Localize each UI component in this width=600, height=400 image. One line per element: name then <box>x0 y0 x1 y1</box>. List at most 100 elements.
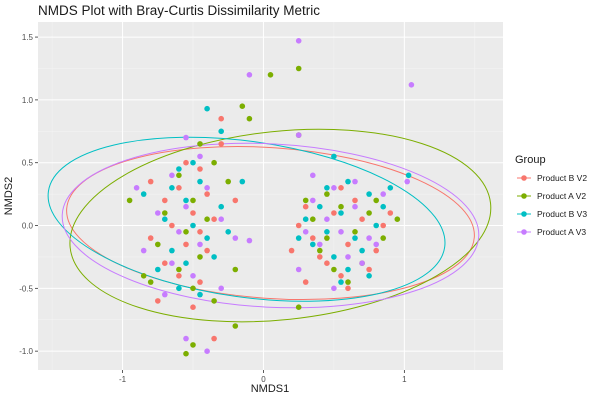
data-point <box>183 203 189 210</box>
data-point <box>176 166 182 172</box>
data-point <box>295 65 302 72</box>
confidence-ellipse <box>69 128 492 323</box>
data-point <box>176 266 182 273</box>
y-axis-ticks: -1.0 -0.5 0.0 0.5 1.0 1.5 <box>19 33 38 356</box>
data-point <box>302 229 309 235</box>
data-point <box>190 273 196 279</box>
data-point <box>324 191 330 197</box>
data-point <box>155 210 161 216</box>
data-point <box>183 229 189 235</box>
data-point <box>366 210 372 216</box>
data-point <box>324 185 330 191</box>
data-point <box>408 82 415 88</box>
data-point <box>352 235 358 241</box>
data-point <box>176 229 182 235</box>
data-point <box>218 285 224 292</box>
data-point <box>338 273 344 279</box>
data-point <box>373 241 380 248</box>
y-axis-title: NMDS2 <box>3 177 15 216</box>
data-point <box>147 178 154 185</box>
data-point <box>211 298 217 304</box>
data-point <box>331 185 337 191</box>
data-point <box>211 216 217 222</box>
data-point <box>232 266 239 273</box>
legend-label: Product A V2 <box>537 191 586 201</box>
data-point <box>204 247 210 254</box>
data-point <box>190 222 196 229</box>
data-point <box>190 210 196 216</box>
y-tick-label: 1.0 <box>22 96 34 105</box>
x-axis-ticks: -1 0 1 <box>119 370 407 384</box>
data-point <box>190 304 196 311</box>
data-point <box>267 72 274 78</box>
grid-minor <box>38 22 503 370</box>
data-point <box>310 241 316 248</box>
data-point <box>302 197 309 204</box>
ellipses <box>47 128 492 323</box>
data-point <box>302 216 309 222</box>
data-point <box>246 237 253 244</box>
data-point <box>169 185 175 191</box>
data-point <box>404 178 411 185</box>
data-point <box>232 197 239 204</box>
data-point <box>197 141 203 147</box>
data-point <box>225 178 231 185</box>
data-point <box>317 254 323 260</box>
data-point <box>338 185 344 191</box>
legend-title: Group <box>515 154 546 166</box>
data-point <box>140 273 147 279</box>
data-point <box>373 197 380 204</box>
data-point <box>225 229 231 235</box>
data-point <box>140 247 147 254</box>
data-point <box>197 291 203 298</box>
data-point <box>352 197 358 204</box>
data-point <box>338 203 344 210</box>
data-point <box>288 247 295 254</box>
data-point <box>331 210 337 216</box>
data-point <box>155 298 161 304</box>
legend-key-point <box>521 193 527 199</box>
data-point <box>373 247 380 254</box>
data-point <box>331 285 337 292</box>
data-point <box>232 235 239 241</box>
data-point <box>183 241 189 248</box>
data-point <box>331 153 337 160</box>
data-point <box>359 247 365 254</box>
data-point <box>155 241 161 248</box>
data-point <box>394 216 401 222</box>
y-tick-label: -0.5 <box>19 284 33 293</box>
data-point <box>310 235 316 241</box>
data-point <box>373 222 380 229</box>
data-point <box>197 241 203 248</box>
data-point <box>204 348 210 355</box>
y-tick-label: 0.0 <box>22 222 34 231</box>
data-point <box>176 172 182 179</box>
data-point <box>162 210 168 216</box>
data-point <box>197 229 203 235</box>
data-point <box>405 172 412 179</box>
data-point <box>197 153 203 160</box>
data-point <box>352 203 358 210</box>
data-point <box>162 197 168 204</box>
data-point <box>380 203 387 210</box>
data-point <box>211 159 217 166</box>
data-point <box>324 216 330 222</box>
data-point <box>387 185 394 191</box>
data-point <box>183 197 189 204</box>
data-point <box>239 103 246 109</box>
data-point <box>338 279 344 285</box>
data-point <box>218 141 224 147</box>
data-point <box>345 285 351 292</box>
grid-major <box>38 22 503 370</box>
data-point <box>218 128 224 135</box>
data-point <box>190 285 196 292</box>
data-point <box>218 115 224 122</box>
data-point <box>183 350 189 357</box>
legend: Group Product B V2 Product A V2 Product B … <box>515 154 587 237</box>
data-point <box>310 172 316 179</box>
data-point <box>190 197 196 204</box>
data-point <box>295 222 302 229</box>
data-point <box>197 279 203 285</box>
data-point <box>169 172 175 179</box>
data-point <box>147 235 154 241</box>
